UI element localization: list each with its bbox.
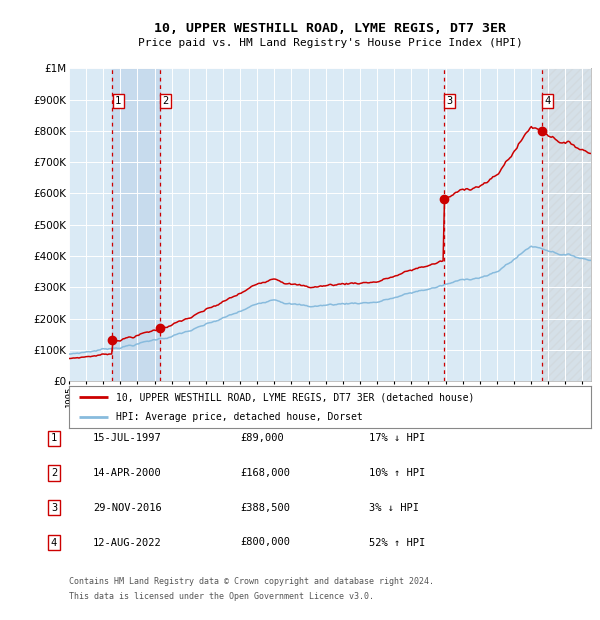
Text: 2: 2 (162, 96, 169, 106)
Text: 17% ↓ HPI: 17% ↓ HPI (369, 433, 425, 443)
Text: 3% ↓ HPI: 3% ↓ HPI (369, 503, 419, 513)
Text: £89,000: £89,000 (240, 433, 284, 443)
Text: £388,500: £388,500 (240, 503, 290, 513)
Text: 10, UPPER WESTHILL ROAD, LYME REGIS, DT7 3ER: 10, UPPER WESTHILL ROAD, LYME REGIS, DT7… (154, 22, 506, 35)
Text: £168,000: £168,000 (240, 468, 290, 478)
Bar (112, 68, 160, 381)
Text: 14-APR-2000: 14-APR-2000 (93, 468, 162, 478)
Text: 10% ↑ HPI: 10% ↑ HPI (369, 468, 425, 478)
Text: 15-JUL-1997: 15-JUL-1997 (93, 433, 162, 443)
Text: Price paid vs. HM Land Registry's House Price Index (HPI): Price paid vs. HM Land Registry's House … (137, 38, 523, 48)
Text: 2: 2 (51, 468, 57, 478)
Text: 3: 3 (446, 96, 453, 106)
Text: 4: 4 (51, 538, 57, 547)
Text: Contains HM Land Registry data © Crown copyright and database right 2024.: Contains HM Land Registry data © Crown c… (69, 577, 434, 586)
Text: 4: 4 (544, 96, 551, 106)
Text: 3: 3 (51, 503, 57, 513)
Text: £800,000: £800,000 (240, 538, 290, 547)
Text: 12-AUG-2022: 12-AUG-2022 (93, 538, 162, 547)
Text: 1: 1 (115, 96, 121, 106)
Text: HPI: Average price, detached house, Dorset: HPI: Average price, detached house, Dors… (116, 412, 363, 422)
Text: 1: 1 (51, 433, 57, 443)
Text: This data is licensed under the Open Government Licence v3.0.: This data is licensed under the Open Gov… (69, 592, 374, 601)
Text: 52% ↑ HPI: 52% ↑ HPI (369, 538, 425, 547)
Bar (542, 68, 591, 381)
Text: 29-NOV-2016: 29-NOV-2016 (93, 503, 162, 513)
Text: 10, UPPER WESTHILL ROAD, LYME REGIS, DT7 3ER (detached house): 10, UPPER WESTHILL ROAD, LYME REGIS, DT7… (116, 392, 475, 402)
